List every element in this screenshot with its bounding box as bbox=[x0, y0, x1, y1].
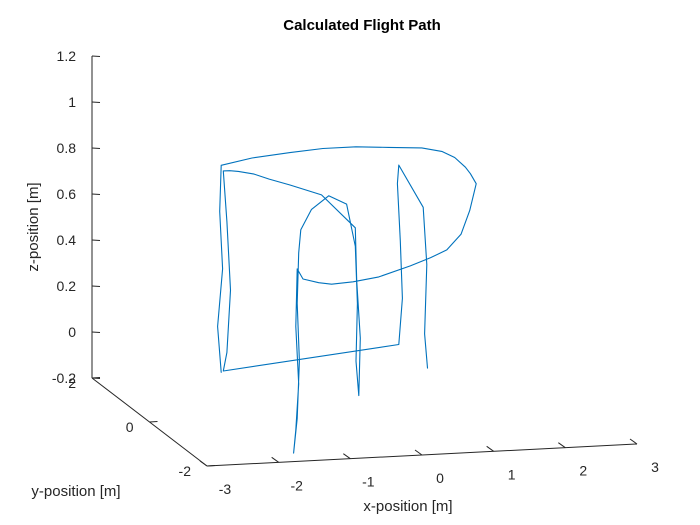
flight-path-line bbox=[217, 146, 477, 454]
z-tick-label: 0.4 bbox=[57, 232, 77, 248]
z-tick-mark bbox=[91, 239, 101, 241]
z-tick-mark bbox=[91, 147, 101, 149]
x-tick-label: -3 bbox=[219, 481, 232, 497]
axes-frame bbox=[91, 56, 638, 467]
x-tick-mark bbox=[486, 445, 494, 452]
x-tick-label: 1 bbox=[508, 466, 516, 482]
y-tick-mark bbox=[149, 421, 158, 423]
x-tick-mark bbox=[414, 449, 423, 456]
x-tick-label: 0 bbox=[436, 470, 444, 486]
x-tick-label: -2 bbox=[290, 477, 303, 493]
y-tick-mark bbox=[91, 377, 101, 379]
x-axis-label: x-position [m] bbox=[363, 498, 452, 515]
z-tick-label: 0 bbox=[68, 324, 76, 340]
y-tick-label: -2 bbox=[179, 463, 192, 479]
z-axis-label: z-position [m] bbox=[25, 182, 42, 271]
x-tick-mark bbox=[343, 453, 351, 460]
x-tick-mark bbox=[199, 460, 208, 467]
y-axis-label: y-position [m] bbox=[31, 483, 120, 500]
z-axis-ticks: -0.2 0 0.2 0.4 0.6 0.8 1 1.2 bbox=[52, 48, 101, 386]
x-tick-mark bbox=[629, 438, 638, 445]
z-tick-mark bbox=[91, 101, 101, 103]
z-tick-mark bbox=[91, 55, 101, 57]
x-tick-mark bbox=[558, 442, 566, 449]
z-tick-mark bbox=[91, 331, 101, 333]
x-tick-label: -1 bbox=[362, 474, 375, 490]
y-tick-label: 2 bbox=[68, 375, 76, 391]
z-tick-label: 0.2 bbox=[57, 278, 77, 294]
y-tick-label: 0 bbox=[126, 419, 134, 435]
x-tick-mark bbox=[271, 456, 279, 463]
z-tick-mark bbox=[91, 193, 101, 195]
z-tick-label: 1.2 bbox=[57, 48, 77, 64]
x-axis-ticks: -3 -2 -1 0 1 2 3 bbox=[199, 438, 659, 497]
z-tick-label: -0.2 bbox=[52, 370, 76, 386]
flight-path-series bbox=[217, 146, 477, 454]
chart-title: Calculated Flight Path bbox=[283, 17, 441, 34]
z-tick-label: 0.6 bbox=[57, 186, 77, 202]
z-tick-label: 0.8 bbox=[57, 140, 77, 156]
y-tick-mark bbox=[206, 465, 216, 467]
z-tick-mark bbox=[91, 285, 101, 287]
y-axis-ticks: -2 0 2 bbox=[68, 375, 216, 479]
z-tick-label: 1 bbox=[68, 94, 76, 110]
x-tick-label: 3 bbox=[651, 459, 659, 475]
x-tick-label: 2 bbox=[579, 463, 587, 479]
